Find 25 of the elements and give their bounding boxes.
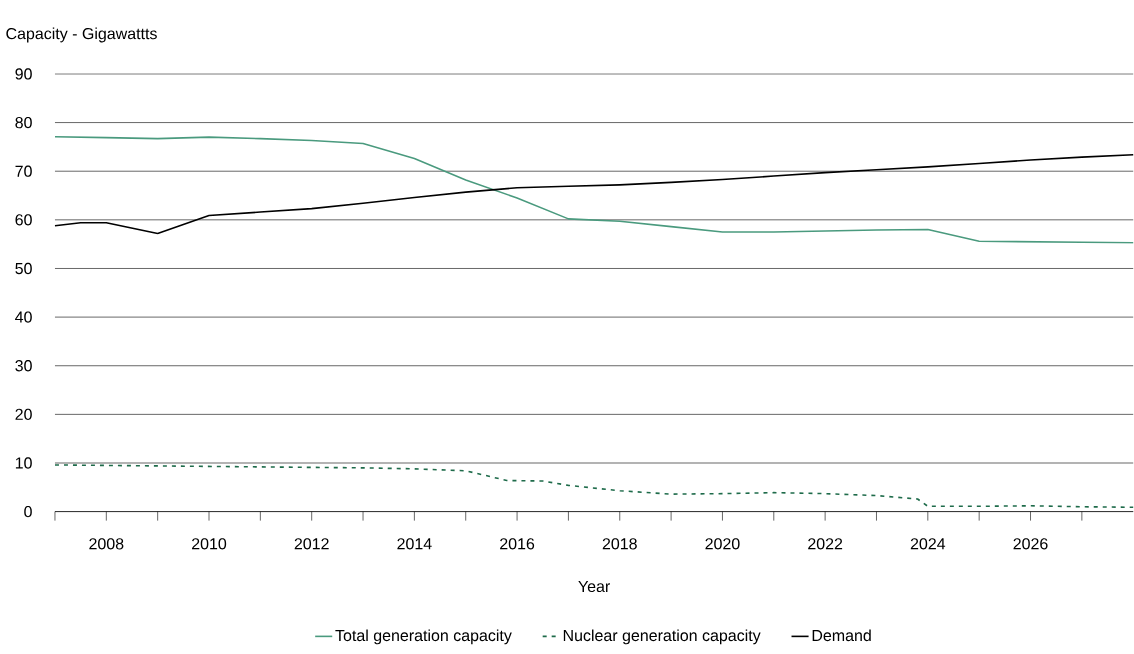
x-tick-label: 2016 <box>500 538 535 550</box>
legend-label: Nuclear generation capacity <box>563 629 761 645</box>
y-tick-label: 0 <box>24 506 32 518</box>
y-tick-label: 40 <box>15 311 32 323</box>
y-axis-title: Capacity - Gigawattts <box>6 27 157 43</box>
x-tick-label: 2014 <box>397 538 432 550</box>
x-tick-label: 2024 <box>910 538 946 550</box>
x-tick-label: 2018 <box>602 538 637 550</box>
x-tick-label: 2026 <box>1013 538 1048 550</box>
y-tick-label: 10 <box>15 457 32 469</box>
legend-label: Total generation capacity <box>335 629 512 645</box>
y-tick-label: 70 <box>15 165 32 178</box>
x-tick-label: 2010 <box>192 538 227 550</box>
y-tick-label: 20 <box>15 408 32 421</box>
x-axis-title: Year <box>578 581 610 593</box>
y-tick-label: 50 <box>15 263 32 275</box>
x-tick-label: 2008 <box>89 538 124 550</box>
y-tick-label: 30 <box>15 360 32 372</box>
y-tick-label: 80 <box>15 117 32 129</box>
y-tick-label: 60 <box>15 214 32 226</box>
x-tick-label: 2020 <box>705 538 740 550</box>
x-tick-label: 2012 <box>294 538 329 550</box>
y-tick-label: 90 <box>15 68 32 80</box>
legend-label: Demand <box>812 629 871 642</box>
x-tick-label: 2022 <box>808 538 843 550</box>
